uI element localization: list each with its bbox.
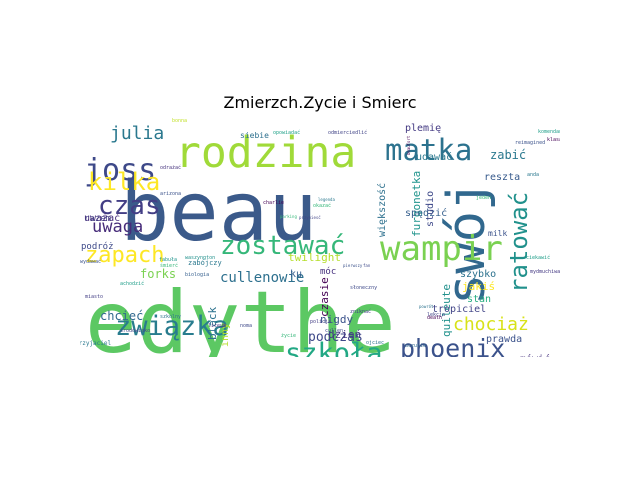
word-odrażać: odrażać [160,164,181,171]
word-stan: stan [467,294,491,305]
word-ratować: ratować [505,192,533,293]
word-studio: studio [425,191,436,227]
word-cloud: beau edythe swój rodzina matka wampir zostawać… [80,118,560,357]
word-black: black [206,307,219,340]
word-środowisko: środowisko [120,327,150,334]
word-móc: móc [320,266,336,277]
word-zabójczy: zabójczy [188,259,222,267]
word-milk: milk [488,229,507,238]
word-zniknać: zniknać [350,308,371,315]
word-powrót: powrót [419,304,434,309]
word-edythe: edythe [85,273,396,357]
word-noma: noma [240,323,252,329]
word-mydmuchiwać: mydmuchiwać [530,268,560,275]
word-achodzić: achodzić [120,280,144,287]
word-furgonetka: furgonetka [410,171,423,237]
word-czasie: czasie [318,277,331,317]
word-zabić: zabić [490,148,526,162]
word-większość: większość [376,183,388,237]
word-chociaż: chociaż [453,314,529,335]
word-podróż: podróż [81,241,114,252]
word-okazać: okazać [313,202,331,209]
word-lekcja: lekcja [427,312,445,318]
word-cullen: cullen [325,328,343,334]
word-miasto: miasto [85,294,103,300]
word-bonna: bonna [172,118,187,124]
word-związka: związka [115,311,229,342]
word-przyniesć: przyniesć [299,215,321,220]
word-fabuła: fabuła [159,257,177,263]
word-ku: ku [290,269,302,280]
word-śmierć: śmierć [160,262,178,269]
word-beaufort: beaufort [406,135,411,155]
word-kilka: kilka [88,168,160,196]
word-charlie: charlie [263,200,284,206]
word-czas: czas [98,191,161,221]
word-dzień: dzień [328,328,361,341]
word-phoenix: phoenix [400,334,505,357]
word-wampir: wampir [380,229,503,269]
word-julia: julia [110,123,164,144]
word-uczucie: uczucie [405,343,426,349]
word-joss: joss [84,153,156,188]
word-cullenowie: cullenowie [220,270,304,286]
word-komendant: komendant [538,129,560,135]
word-opowiadać: opowiadać [273,129,300,136]
word-jeden: jeden [476,195,491,201]
word-prawda: prawda [486,334,522,345]
word-swój: swój [437,180,497,305]
word-zapach: zapach [85,243,164,268]
word-jakiś: jakiś [462,280,495,293]
word-reimagined: reimagined [515,140,545,146]
word-matka: matka [385,133,472,167]
word-słoneczny: słoneczny [350,285,377,291]
word-wydawać: wydawać [80,258,101,265]
chart-title: Zmierzch.Zycie i Smierc [223,93,417,112]
word-odmierciedlić: odmierciedlić [328,129,367,136]
word-inny: inny [220,323,231,347]
word-rodzina: rodzina [175,128,356,178]
word-klasa: klasa [547,137,560,143]
word-razem: razem [84,214,111,224]
word-forks: forks [140,267,176,281]
word-szkoła: szkoła [285,338,383,357]
word-biologia: biologia [185,272,209,278]
word-uwaga: uwaga [92,217,143,237]
word-spędzić: spędzić [405,207,447,219]
word-anda: anda [527,172,539,178]
word-quileute: quileute [440,284,453,337]
word-ojciec: ojciec [366,340,384,346]
word-szkolny: szkolny [160,314,181,320]
word-pierwszy: pierwszy [343,263,363,268]
word-tropiciel: tropiciel [432,304,486,315]
word-arizona: arizona [160,191,181,197]
word-nigdy: nigdy [320,313,353,326]
word-twilight: twilight [288,251,341,264]
word-ciekawić: ciekawić [526,254,550,261]
word-przyjaciel: przyjaciel [80,340,112,347]
word-siebie: siebie [240,131,269,140]
word-policja: policja [310,319,331,325]
word-legenda: legenda [318,197,335,202]
word-liceum: liceum [208,323,226,329]
word-zostawać: zostawać [220,231,345,261]
word-beau: beau [120,165,317,260]
word-parking: parking [280,214,297,219]
word-death: death [427,315,442,321]
word-uważać: uważać [84,212,120,224]
word-fan: fan [363,263,371,268]
word-mówić: mówić [520,353,550,357]
word-waszyngton: waszyngton [185,255,215,261]
word-reszta: reszta [484,172,520,183]
word-życie: życie [281,333,296,339]
word-chcieć: chcieć [100,309,143,323]
word-udawać: udawać [416,151,452,163]
word-plemię: plemię [405,123,441,134]
word-podczas: podczas [308,330,363,345]
word-szybko: szybko [460,269,496,280]
